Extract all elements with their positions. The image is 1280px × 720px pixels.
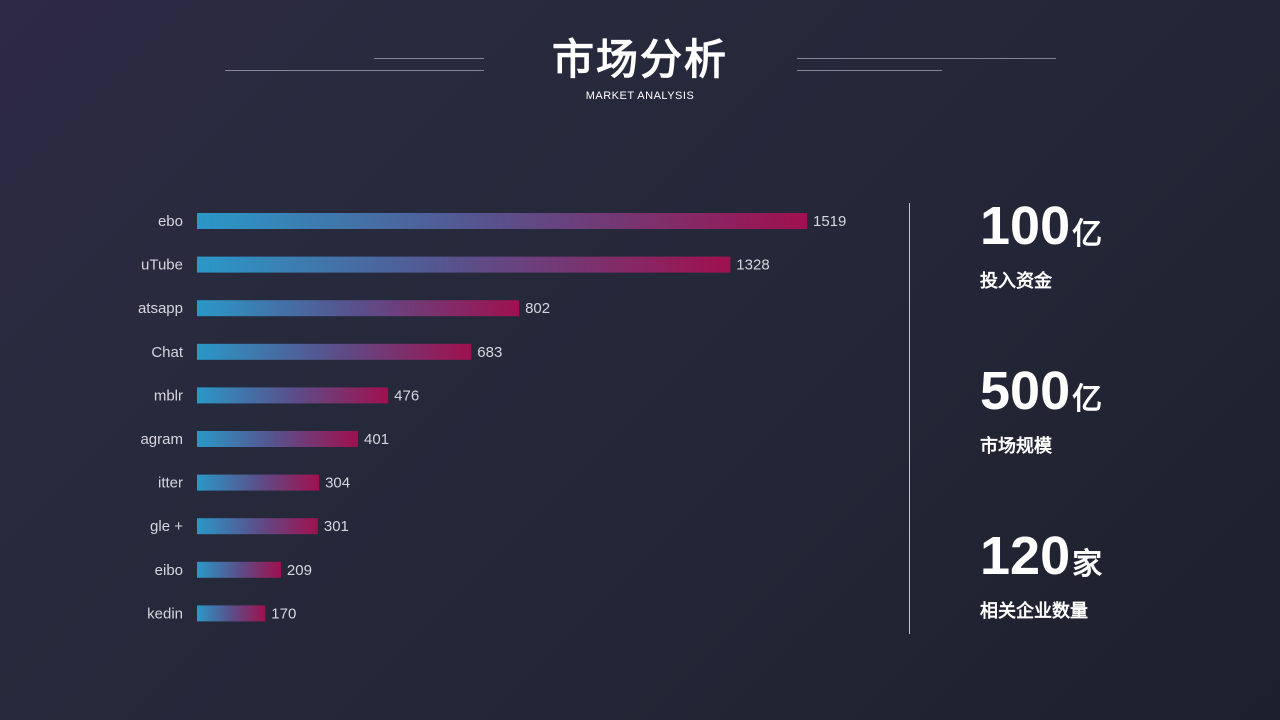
bar bbox=[197, 256, 731, 273]
value-label: 401 bbox=[364, 431, 389, 448]
category-label: ebo bbox=[158, 213, 183, 230]
stat-companies-unit: 家 bbox=[1072, 547, 1103, 582]
stat-market-size: 500亿 市场规模 bbox=[980, 363, 1102, 458]
stat-market-size-label: 市场规模 bbox=[980, 436, 1052, 457]
decorative-line-left-lower bbox=[225, 70, 484, 71]
bar bbox=[197, 431, 359, 447]
stat-investment-unit: 亿 bbox=[1072, 217, 1103, 252]
value-label: 802 bbox=[525, 300, 550, 317]
decorative-line-right-lower bbox=[797, 70, 942, 71]
value-label: 1328 bbox=[736, 257, 769, 274]
page-subtitle: MARKET ANALYSIS bbox=[585, 90, 695, 102]
decorative-line-right-upper bbox=[797, 58, 1056, 59]
vertical-divider bbox=[909, 203, 910, 634]
category-label: gle + bbox=[150, 518, 183, 535]
bar bbox=[197, 561, 281, 578]
category-label: mblr bbox=[154, 387, 183, 404]
bar bbox=[197, 387, 389, 404]
page-title: 市场分析 bbox=[551, 35, 728, 84]
stat-market-size-unit: 亿 bbox=[1072, 382, 1103, 417]
bar bbox=[197, 518, 318, 535]
bar bbox=[197, 343, 472, 360]
category-label: atsapp bbox=[138, 300, 183, 317]
bar bbox=[197, 605, 266, 622]
category-label: kedin bbox=[147, 605, 183, 622]
bar-chart: ebo 1519 uTube 1328 atsapp 802 Chat 683 mblr 476 a… bbox=[138, 213, 846, 622]
stat-investment: 100亿 投入资金 bbox=[980, 198, 1102, 293]
value-label: 301 bbox=[324, 518, 349, 535]
category-label: uTube bbox=[141, 257, 183, 274]
stat-companies-value: 120 bbox=[980, 526, 1071, 586]
value-label: 476 bbox=[394, 387, 419, 404]
value-label: 170 bbox=[271, 605, 296, 622]
value-label: 1519 bbox=[813, 213, 846, 230]
category-label: itter bbox=[158, 475, 183, 492]
category-label: eibo bbox=[155, 562, 183, 579]
stat-market-size-value: 500 bbox=[980, 361, 1071, 421]
value-label: 209 bbox=[287, 562, 312, 579]
decorative-line-left-upper bbox=[374, 58, 484, 59]
bar bbox=[197, 474, 320, 491]
chart-marks: ebo 1519 uTube 1328 atsapp 802 Chat 683 mblr 476 a… bbox=[138, 213, 846, 622]
stat-investment-value: 100 bbox=[980, 196, 1071, 256]
value-label: 683 bbox=[477, 344, 502, 361]
category-label: Chat bbox=[151, 344, 184, 361]
title-block: 市场分析 MARKET ANALYSIS bbox=[0, 32, 1280, 102]
category-label: agram bbox=[140, 431, 183, 448]
bar bbox=[197, 300, 520, 317]
stat-investment-label: 投入资金 bbox=[980, 271, 1052, 292]
bar bbox=[197, 213, 807, 229]
stat-market-size-value-line: 500亿 bbox=[980, 363, 1102, 428]
value-label: 304 bbox=[325, 475, 350, 492]
stat-companies: 120家 相关企业数量 bbox=[980, 528, 1102, 623]
stat-investment-value-line: 100亿 bbox=[980, 198, 1102, 263]
stat-companies-value-line: 120家 bbox=[980, 528, 1102, 593]
stat-companies-label: 相关企业数量 bbox=[980, 601, 1088, 622]
